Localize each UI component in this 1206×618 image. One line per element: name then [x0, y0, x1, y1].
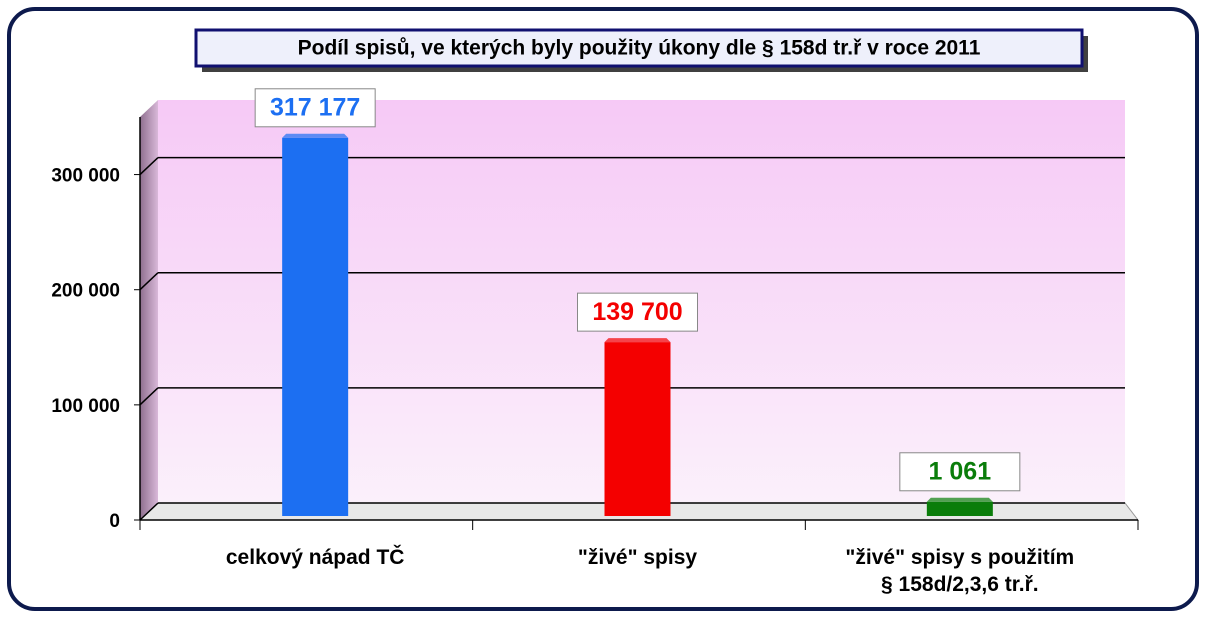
chart-title: Podíl spisů, ve kterých byly použity úko… — [298, 37, 981, 60]
bar-top — [926, 497, 993, 502]
x-tick-label: "živé" spisy s použitím § 158d/2,3,6 tr.… — [845, 546, 1075, 596]
y-tick-label: 300 000 — [51, 166, 120, 187]
value-label-box — [577, 292, 698, 332]
title-box — [194, 28, 1084, 68]
grid-line-side — [139, 272, 159, 291]
grid-line-side — [139, 387, 159, 406]
bar — [282, 137, 349, 516]
bar-top — [604, 338, 671, 343]
value-label: 139 700 — [592, 298, 682, 326]
grid-line-side — [139, 157, 159, 176]
y-tick-label: 0 — [109, 511, 120, 532]
x-tick-label: "živé" spisy — [577, 546, 698, 569]
y-tick-label: 100 000 — [51, 396, 120, 417]
value-label: 1 061 — [929, 457, 992, 485]
grid-line-side — [139, 502, 159, 521]
bar — [926, 501, 993, 516]
value-label: 317 177 — [270, 93, 360, 121]
side-wall — [140, 100, 158, 520]
value-label-box — [254, 88, 376, 128]
value-label-box — [899, 452, 1021, 492]
y-tick-label: 200 000 — [51, 281, 120, 302]
x-tick-label: celkový nápad TČ — [225, 546, 405, 569]
bar — [604, 342, 671, 516]
bar-top — [282, 133, 349, 138]
